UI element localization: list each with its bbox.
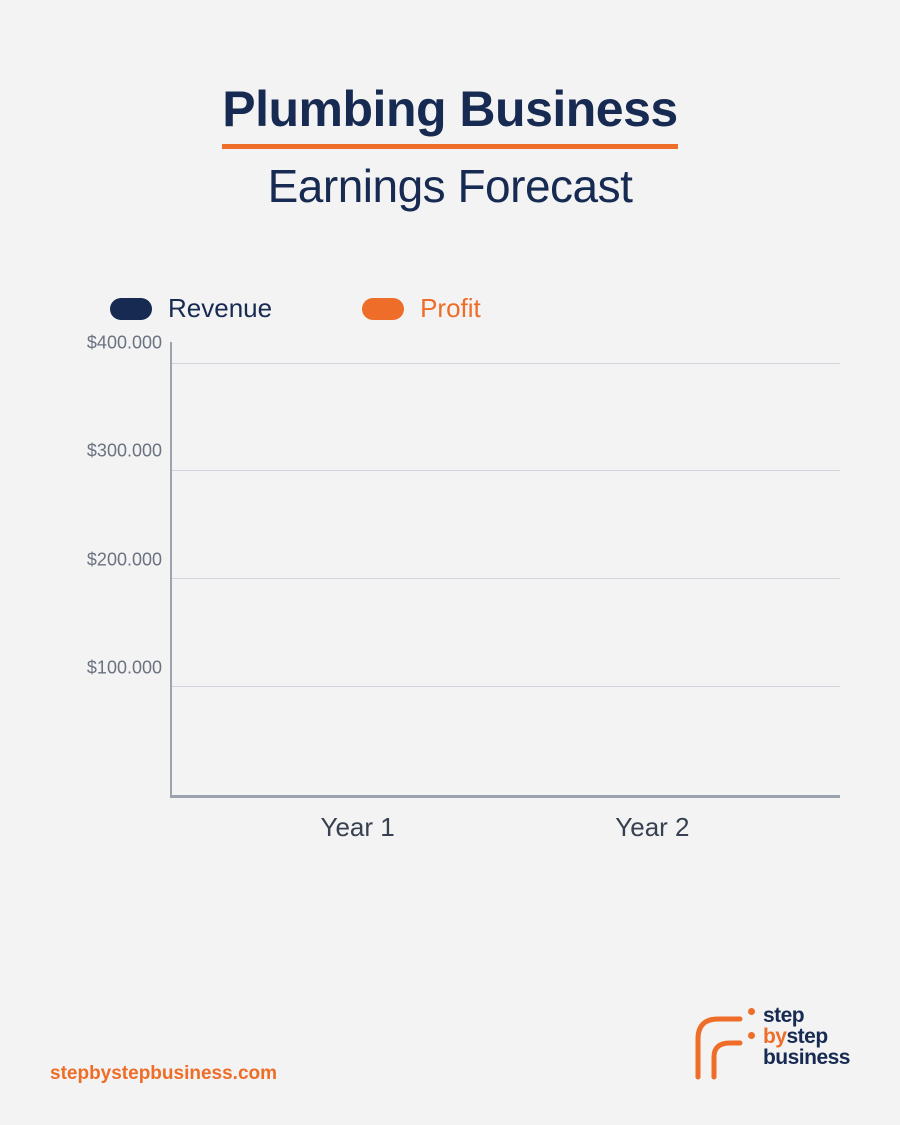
- logo-text: step bystep business: [763, 1005, 850, 1068]
- legend-label-revenue: Revenue: [168, 293, 272, 324]
- footer-url: stepbystepbusiness.com: [50, 1063, 277, 1085]
- plot-area: [170, 342, 840, 798]
- y-tick-label: $200.000: [87, 549, 162, 570]
- chart-title-block: Plumbing Business Earnings Forecast: [50, 80, 850, 213]
- x-axis-label: Year 2: [615, 812, 689, 843]
- gridline: [172, 470, 840, 471]
- legend-swatch-revenue: [110, 298, 152, 320]
- x-axis-labels: Year 1 Year 2: [170, 798, 840, 842]
- y-tick-label: $100.000: [87, 658, 162, 679]
- title-line-1: Plumbing Business: [222, 80, 677, 149]
- gridline: [172, 363, 840, 364]
- legend-item-revenue: Revenue: [110, 293, 272, 324]
- x-axis-label: Year 1: [320, 812, 394, 843]
- title-line-2: Earnings Forecast: [50, 159, 850, 213]
- bar-chart: $100.000$200.000$300.000$400.000 Year 1Y…: [50, 342, 850, 842]
- brand-logo: step bystep business: [690, 1005, 850, 1085]
- legend-label-profit: Profit: [420, 293, 481, 324]
- logo-dot-icon: [748, 1008, 755, 1015]
- gridline: [172, 686, 840, 687]
- chart-legend: Revenue Profit: [110, 293, 850, 324]
- y-tick-label: $300.000: [87, 441, 162, 462]
- y-axis: $100.000$200.000$300.000$400.000: [50, 342, 170, 798]
- legend-swatch-profit: [362, 298, 404, 320]
- footer: stepbystepbusiness.com step bystep busin…: [50, 1005, 850, 1085]
- y-tick-label: $400.000: [87, 332, 162, 353]
- logo-word-step2: step: [786, 1025, 827, 1048]
- logo-word-step1: step: [763, 1004, 804, 1027]
- gridline: [172, 578, 840, 579]
- legend-item-profit: Profit: [362, 293, 481, 324]
- logo-arc-icon: [694, 1013, 744, 1079]
- logo-word-business: business: [763, 1046, 850, 1069]
- logo-word-by: by: [763, 1025, 787, 1048]
- logo-dot-icon: [748, 1032, 755, 1039]
